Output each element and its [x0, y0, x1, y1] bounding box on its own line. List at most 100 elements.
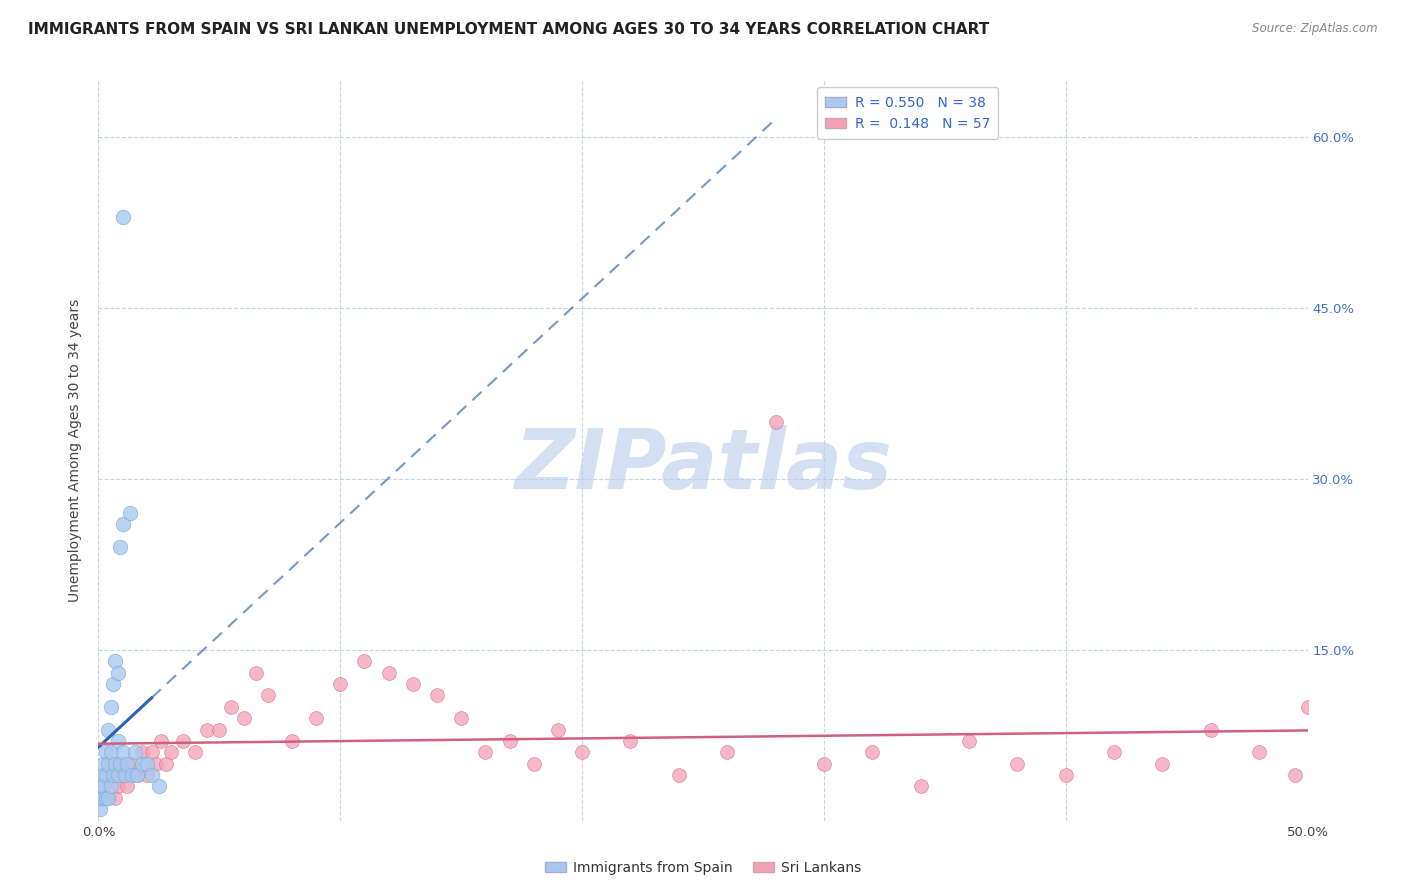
Point: [155, 756, 177, 771]
Point: [172, 734, 194, 748]
Point: [100, 780, 122, 794]
Point: [765, 415, 787, 429]
Point: [104, 790, 127, 805]
Point: [101, 677, 124, 691]
Point: [1199, 723, 1222, 737]
Point: [1007, 756, 1029, 771]
Point: [111, 210, 134, 224]
Point: [131, 745, 153, 759]
Point: [111, 745, 134, 759]
Point: [100, 699, 122, 714]
Point: [94, 768, 117, 782]
Point: [353, 654, 375, 668]
Point: [100, 745, 122, 759]
Point: [547, 723, 569, 737]
Point: [131, 756, 153, 771]
Text: IMMIGRANTS FROM SPAIN VS SRI LANKAN UNEMPLOYMENT AMONG AGES 30 TO 34 YEARS CORRE: IMMIGRANTS FROM SPAIN VS SRI LANKAN UNEM…: [28, 22, 990, 37]
Point: [498, 734, 520, 748]
Point: [145, 756, 167, 771]
Point: [101, 768, 124, 782]
Point: [716, 745, 738, 759]
Point: [121, 756, 143, 771]
Point: [104, 654, 127, 668]
Point: [305, 711, 328, 725]
Point: [957, 734, 980, 748]
Point: [450, 711, 472, 725]
Point: [910, 780, 932, 794]
Point: [426, 689, 449, 703]
Point: [135, 756, 157, 771]
Point: [402, 677, 425, 691]
Point: [1333, 790, 1355, 805]
Point: [90, 768, 112, 782]
Point: [124, 745, 146, 759]
Point: [377, 665, 399, 680]
Point: [90, 790, 112, 805]
Point: [121, 768, 143, 782]
Point: [94, 745, 117, 759]
Point: [107, 768, 129, 782]
Point: [195, 723, 218, 737]
Point: [97, 756, 120, 771]
Point: [813, 756, 835, 771]
Point: [135, 768, 157, 782]
Point: [1152, 756, 1174, 771]
Point: [141, 745, 163, 759]
Point: [245, 665, 267, 680]
Point: [107, 780, 129, 794]
Point: [148, 780, 170, 794]
Point: [101, 768, 124, 782]
Point: [184, 745, 207, 759]
Point: [1249, 745, 1271, 759]
Point: [1054, 768, 1077, 782]
Point: [160, 745, 183, 759]
Point: [97, 790, 120, 805]
Point: [1284, 768, 1306, 782]
Point: [1309, 711, 1331, 725]
Point: [104, 756, 127, 771]
Point: [91, 780, 114, 794]
Point: [108, 756, 131, 771]
Point: [118, 506, 141, 520]
Point: [281, 734, 304, 748]
Point: [329, 677, 352, 691]
Point: [256, 689, 278, 703]
Point: [232, 711, 254, 725]
Point: [107, 734, 129, 748]
Point: [91, 756, 114, 771]
Text: Source: ZipAtlas.com: Source: ZipAtlas.com: [1253, 22, 1378, 36]
Y-axis label: Unemployment Among Ages 30 to 34 years: Unemployment Among Ages 30 to 34 years: [69, 299, 83, 602]
Point: [90, 780, 112, 794]
Point: [523, 756, 546, 771]
Point: [117, 756, 139, 771]
Point: [111, 768, 134, 782]
Point: [150, 734, 173, 748]
Point: [91, 790, 114, 805]
Point: [91, 780, 114, 794]
Point: [860, 745, 883, 759]
Point: [1296, 699, 1319, 714]
Point: [619, 734, 641, 748]
Point: [208, 723, 231, 737]
Legend: Immigrants from Spain, Sri Lankans: Immigrants from Spain, Sri Lankans: [540, 855, 866, 880]
Point: [97, 790, 120, 805]
Point: [127, 768, 149, 782]
Point: [107, 665, 129, 680]
Point: [571, 745, 593, 759]
Point: [1320, 689, 1343, 703]
Point: [117, 780, 139, 794]
Text: ZIPatlas: ZIPatlas: [515, 425, 891, 506]
Point: [94, 790, 117, 805]
Point: [108, 756, 131, 771]
Point: [108, 541, 131, 555]
Legend: R = 0.550   N = 38, R =  0.148   N = 57: R = 0.550 N = 38, R = 0.148 N = 57: [817, 87, 998, 139]
Point: [474, 745, 496, 759]
Point: [141, 768, 163, 782]
Point: [127, 768, 149, 782]
Point: [668, 768, 690, 782]
Point: [89, 802, 111, 816]
Point: [221, 699, 243, 714]
Point: [114, 768, 136, 782]
Point: [1102, 745, 1125, 759]
Point: [111, 517, 134, 532]
